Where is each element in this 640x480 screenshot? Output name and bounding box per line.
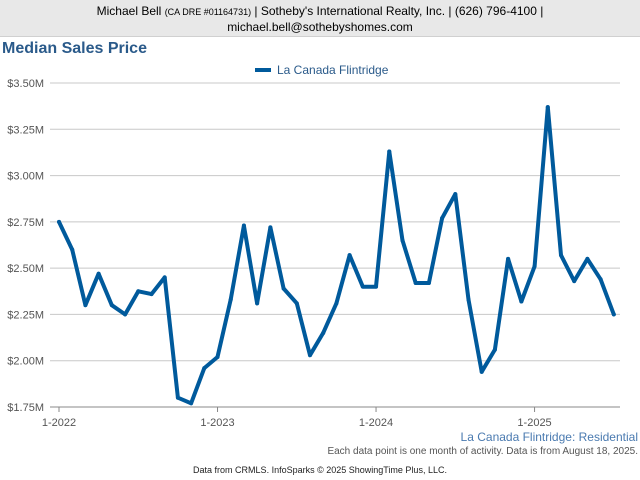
data-point[interactable] <box>268 225 273 230</box>
data-point[interactable] <box>57 219 61 224</box>
data-point[interactable] <box>149 292 154 297</box>
data-point[interactable] <box>611 312 616 317</box>
data-point[interactable] <box>598 277 603 282</box>
y-tick-label: $1.75M <box>7 402 44 414</box>
agent-details: | Sotheby's International Realty, Inc. |… <box>254 4 544 18</box>
y-tick-label: $2.25M <box>7 309 44 321</box>
data-point[interactable] <box>387 149 392 154</box>
data-point[interactable] <box>585 256 590 261</box>
data-source: Data from CRMLS. InfoSparks © 2025 Showi… <box>193 465 447 475</box>
y-tick-label: $2.75M <box>7 217 44 229</box>
legend-swatch <box>255 68 271 72</box>
y-tick-label: $2.50M <box>7 263 44 275</box>
data-point[interactable] <box>532 264 537 269</box>
data-point[interactable] <box>466 297 471 302</box>
x-tick-label: 1-2023 <box>200 417 234 429</box>
data-point[interactable] <box>189 401 194 406</box>
data-point[interactable] <box>83 303 88 308</box>
x-axis: 1-2022 1-2023 1-2024 1-2025 <box>42 406 620 429</box>
data-point[interactable] <box>413 280 418 285</box>
series-line-la-canada-flintridge[interactable] <box>57 105 616 406</box>
y-tick-label: $3.25M <box>7 124 44 136</box>
y-tick-label: $2.00M <box>7 356 44 368</box>
data-point[interactable] <box>374 284 379 289</box>
data-point[interactable] <box>70 247 75 252</box>
y-tick-label: $3.00M <box>7 171 44 183</box>
data-point[interactable] <box>228 297 233 302</box>
data-point[interactable] <box>136 289 141 294</box>
data-point[interactable] <box>360 284 365 289</box>
data-point[interactable] <box>321 330 326 335</box>
data-point[interactable] <box>453 192 458 197</box>
data-point[interactable] <box>255 301 260 306</box>
chart-title: Median Sales Price <box>2 40 147 57</box>
data-point[interactable] <box>215 355 220 360</box>
agent-header: Michael Bell (CA DRE #01164731) | Sotheb… <box>0 0 640 37</box>
region-label: La Canada Flintridge: Residential <box>460 430 638 444</box>
data-point[interactable] <box>162 275 167 280</box>
y-axis-ticks: $1.75M $2.00M $2.25M $2.50M $2.75M $3.00M $3.2… <box>7 78 44 414</box>
data-point[interactable] <box>558 253 563 258</box>
data-note: Each data point is one month of activity… <box>327 446 638 457</box>
x-tick-label: 1-2024 <box>359 417 393 429</box>
data-point[interactable] <box>307 353 312 358</box>
data-point[interactable] <box>109 303 114 308</box>
data-point[interactable] <box>519 299 524 304</box>
agent-name: Michael Bell <box>96 4 162 18</box>
agent-email[interactable]: michael.bell@sothebyshomes.com <box>227 20 413 34</box>
data-point[interactable] <box>347 253 352 258</box>
data-point[interactable] <box>506 256 511 261</box>
data-point[interactable] <box>175 395 180 400</box>
legend-label: La Canada Flintridge <box>277 63 389 77</box>
data-point[interactable] <box>545 105 550 110</box>
data-point[interactable] <box>479 369 484 374</box>
data-point[interactable] <box>281 286 286 291</box>
data-point[interactable] <box>492 347 497 352</box>
series-line <box>57 105 616 406</box>
data-point[interactable] <box>426 280 431 285</box>
x-tick-label: 1-2025 <box>517 417 551 429</box>
legend[interactable]: La Canada Flintridge <box>255 63 388 77</box>
data-point[interactable] <box>334 301 339 306</box>
data-point[interactable] <box>96 271 101 276</box>
data-point[interactable] <box>572 279 577 284</box>
data-point[interactable] <box>440 216 445 221</box>
x-tick-label: 1-2022 <box>42 417 76 429</box>
data-point[interactable] <box>241 223 246 228</box>
data-point[interactable] <box>123 312 128 317</box>
data-point[interactable] <box>202 366 207 371</box>
data-point[interactable] <box>294 301 299 306</box>
agent-license: (CA DRE #01164731) <box>164 7 252 17</box>
y-tick-label: $3.50M <box>7 78 44 90</box>
data-point[interactable] <box>400 238 405 243</box>
